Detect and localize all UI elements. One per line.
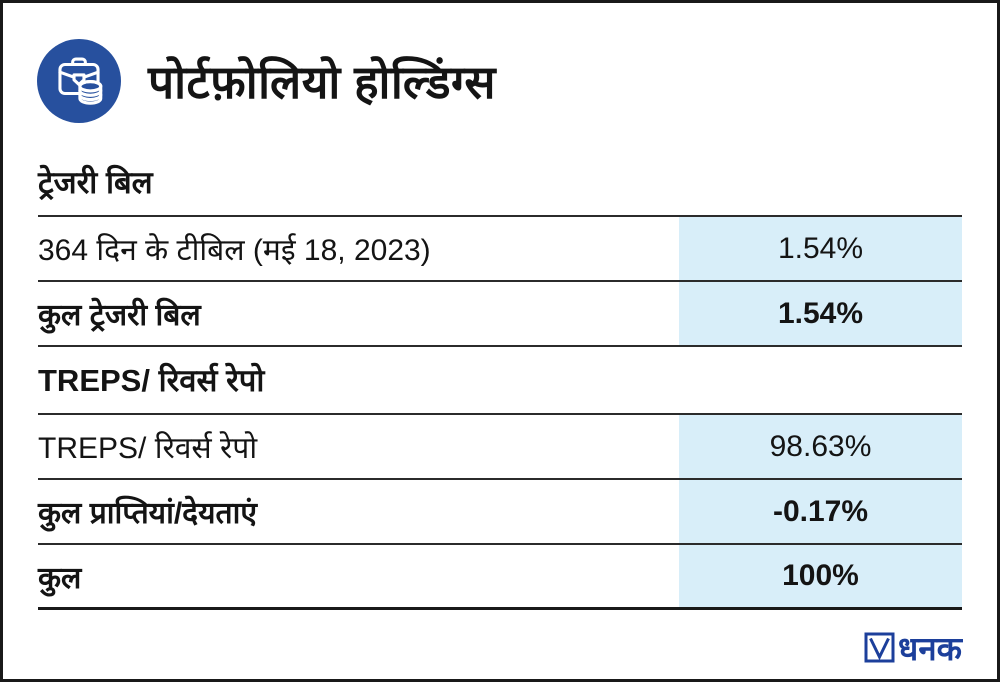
row-label: कुल ट्रेजरी बिल	[38, 299, 201, 332]
checkbox-check-icon	[864, 632, 895, 663]
table-row: कुल 100%	[38, 545, 962, 610]
holdings-table: ट्रेजरी बिल 364 दिन के टीबिल (मई 18, 202…	[38, 149, 962, 610]
table-section-row: ट्रेजरी बिल	[38, 149, 962, 217]
table-row: TREPS/ रिवर्स रेपो 98.63%	[38, 415, 962, 480]
row-value: 1.54%	[679, 282, 962, 345]
row-value: -0.17%	[679, 480, 962, 543]
dhanak-brand-logo: धनक	[864, 625, 962, 670]
briefcase-coins-icon	[50, 50, 108, 113]
section-label: ट्रेजरी बिल	[38, 165, 153, 200]
row-label: कुल	[38, 561, 82, 595]
row-value: 98.63%	[679, 415, 962, 478]
row-label: कुल प्राप्तियां/देयताएं	[38, 497, 257, 530]
table-row: कुल प्राप्तियां/देयताएं -0.17%	[38, 480, 962, 545]
table-row: 364 दिन के टीबिल (मई 18, 2023) 1.54%	[38, 217, 962, 282]
brand-logo-text: धनक	[898, 630, 962, 667]
table-section-row: TREPS/ रिवर्स रेपो	[38, 347, 962, 415]
portfolio-badge	[37, 39, 121, 123]
page-title: पोर्टफ़ोलियो होल्डिंग्स	[148, 56, 496, 108]
row-value: 1.54%	[679, 217, 962, 280]
footer: धनक	[38, 625, 962, 670]
section-label: TREPS/ रिवर्स रेपो	[38, 363, 265, 398]
row-value: 100%	[679, 545, 962, 607]
row-label: 364 दिन के टीबिल (मई 18, 2023)	[38, 234, 431, 267]
row-label: TREPS/ रिवर्स रेपो	[38, 432, 258, 465]
header: पोर्टफ़ोलियो होल्डिंग्स	[37, 39, 962, 123]
table-row: कुल ट्रेजरी बिल 1.54%	[38, 282, 962, 347]
